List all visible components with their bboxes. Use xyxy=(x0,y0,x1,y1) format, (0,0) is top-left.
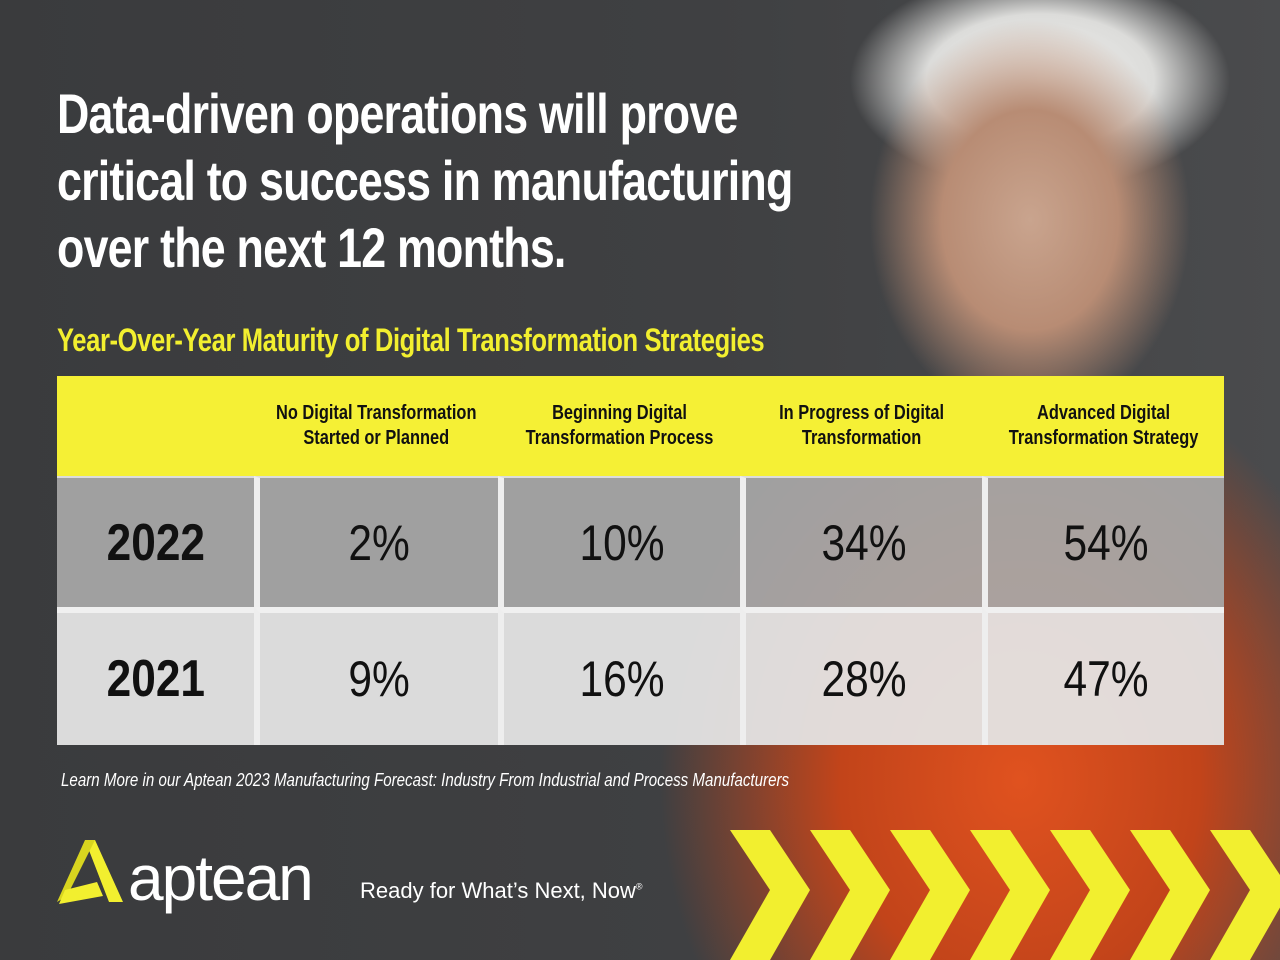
headline: Data-driven operations will prove critic… xyxy=(57,80,793,281)
chevron xyxy=(730,830,810,960)
table-row: 2022 2% 10% 34% 54% xyxy=(57,476,1225,607)
header-beginning: Beginning Digital Transformation Process xyxy=(498,376,741,476)
cell-value: 34% xyxy=(740,476,983,607)
cell-value: 10% xyxy=(498,476,741,607)
maturity-table: No Digital Transformation Started or Plan… xyxy=(57,376,1225,745)
cell-value: 9% xyxy=(254,607,499,745)
aptean-logo-icon xyxy=(57,840,123,904)
chevron xyxy=(890,830,970,960)
row-year: 2021 xyxy=(57,607,254,745)
chevron xyxy=(1130,830,1210,960)
table-header-row: No Digital Transformation Started or Plan… xyxy=(57,376,1225,476)
headline-line: critical to success in manufacturing xyxy=(57,149,793,212)
chevron-stripes-decoration xyxy=(730,830,1280,960)
row-year: 2022 xyxy=(57,476,254,607)
header-in-progress: In Progress of Digital Transformation xyxy=(740,376,983,476)
chevron xyxy=(1210,830,1280,960)
header-advanced: Advanced Digital Transformation Strategy xyxy=(982,376,1225,476)
table-title: Year-Over-Year Maturity of Digital Trans… xyxy=(57,322,765,358)
chevron xyxy=(1050,830,1130,960)
cell-value: 28% xyxy=(740,607,983,745)
cell-value: 2% xyxy=(254,476,499,607)
header-empty-cell xyxy=(57,376,254,476)
header-no-transformation: No Digital Transformation Started or Plan… xyxy=(254,376,499,476)
brand-tagline: Ready for What’s Next, Now® xyxy=(360,878,643,903)
cell-value: 16% xyxy=(498,607,741,745)
table-row: 2021 9% 16% 28% 47% xyxy=(57,607,1225,745)
brand-wordmark: aptean xyxy=(128,842,314,914)
cell-value: 54% xyxy=(982,476,1225,607)
footnote-link[interactable]: Learn More in our Aptean 2023 Manufactur… xyxy=(61,770,790,790)
headline-line: Data-driven operations will prove xyxy=(57,82,738,145)
chevron xyxy=(970,830,1050,960)
headline-line: over the next 12 months. xyxy=(57,216,566,279)
chevron xyxy=(810,830,890,960)
cell-value: 47% xyxy=(982,607,1225,745)
